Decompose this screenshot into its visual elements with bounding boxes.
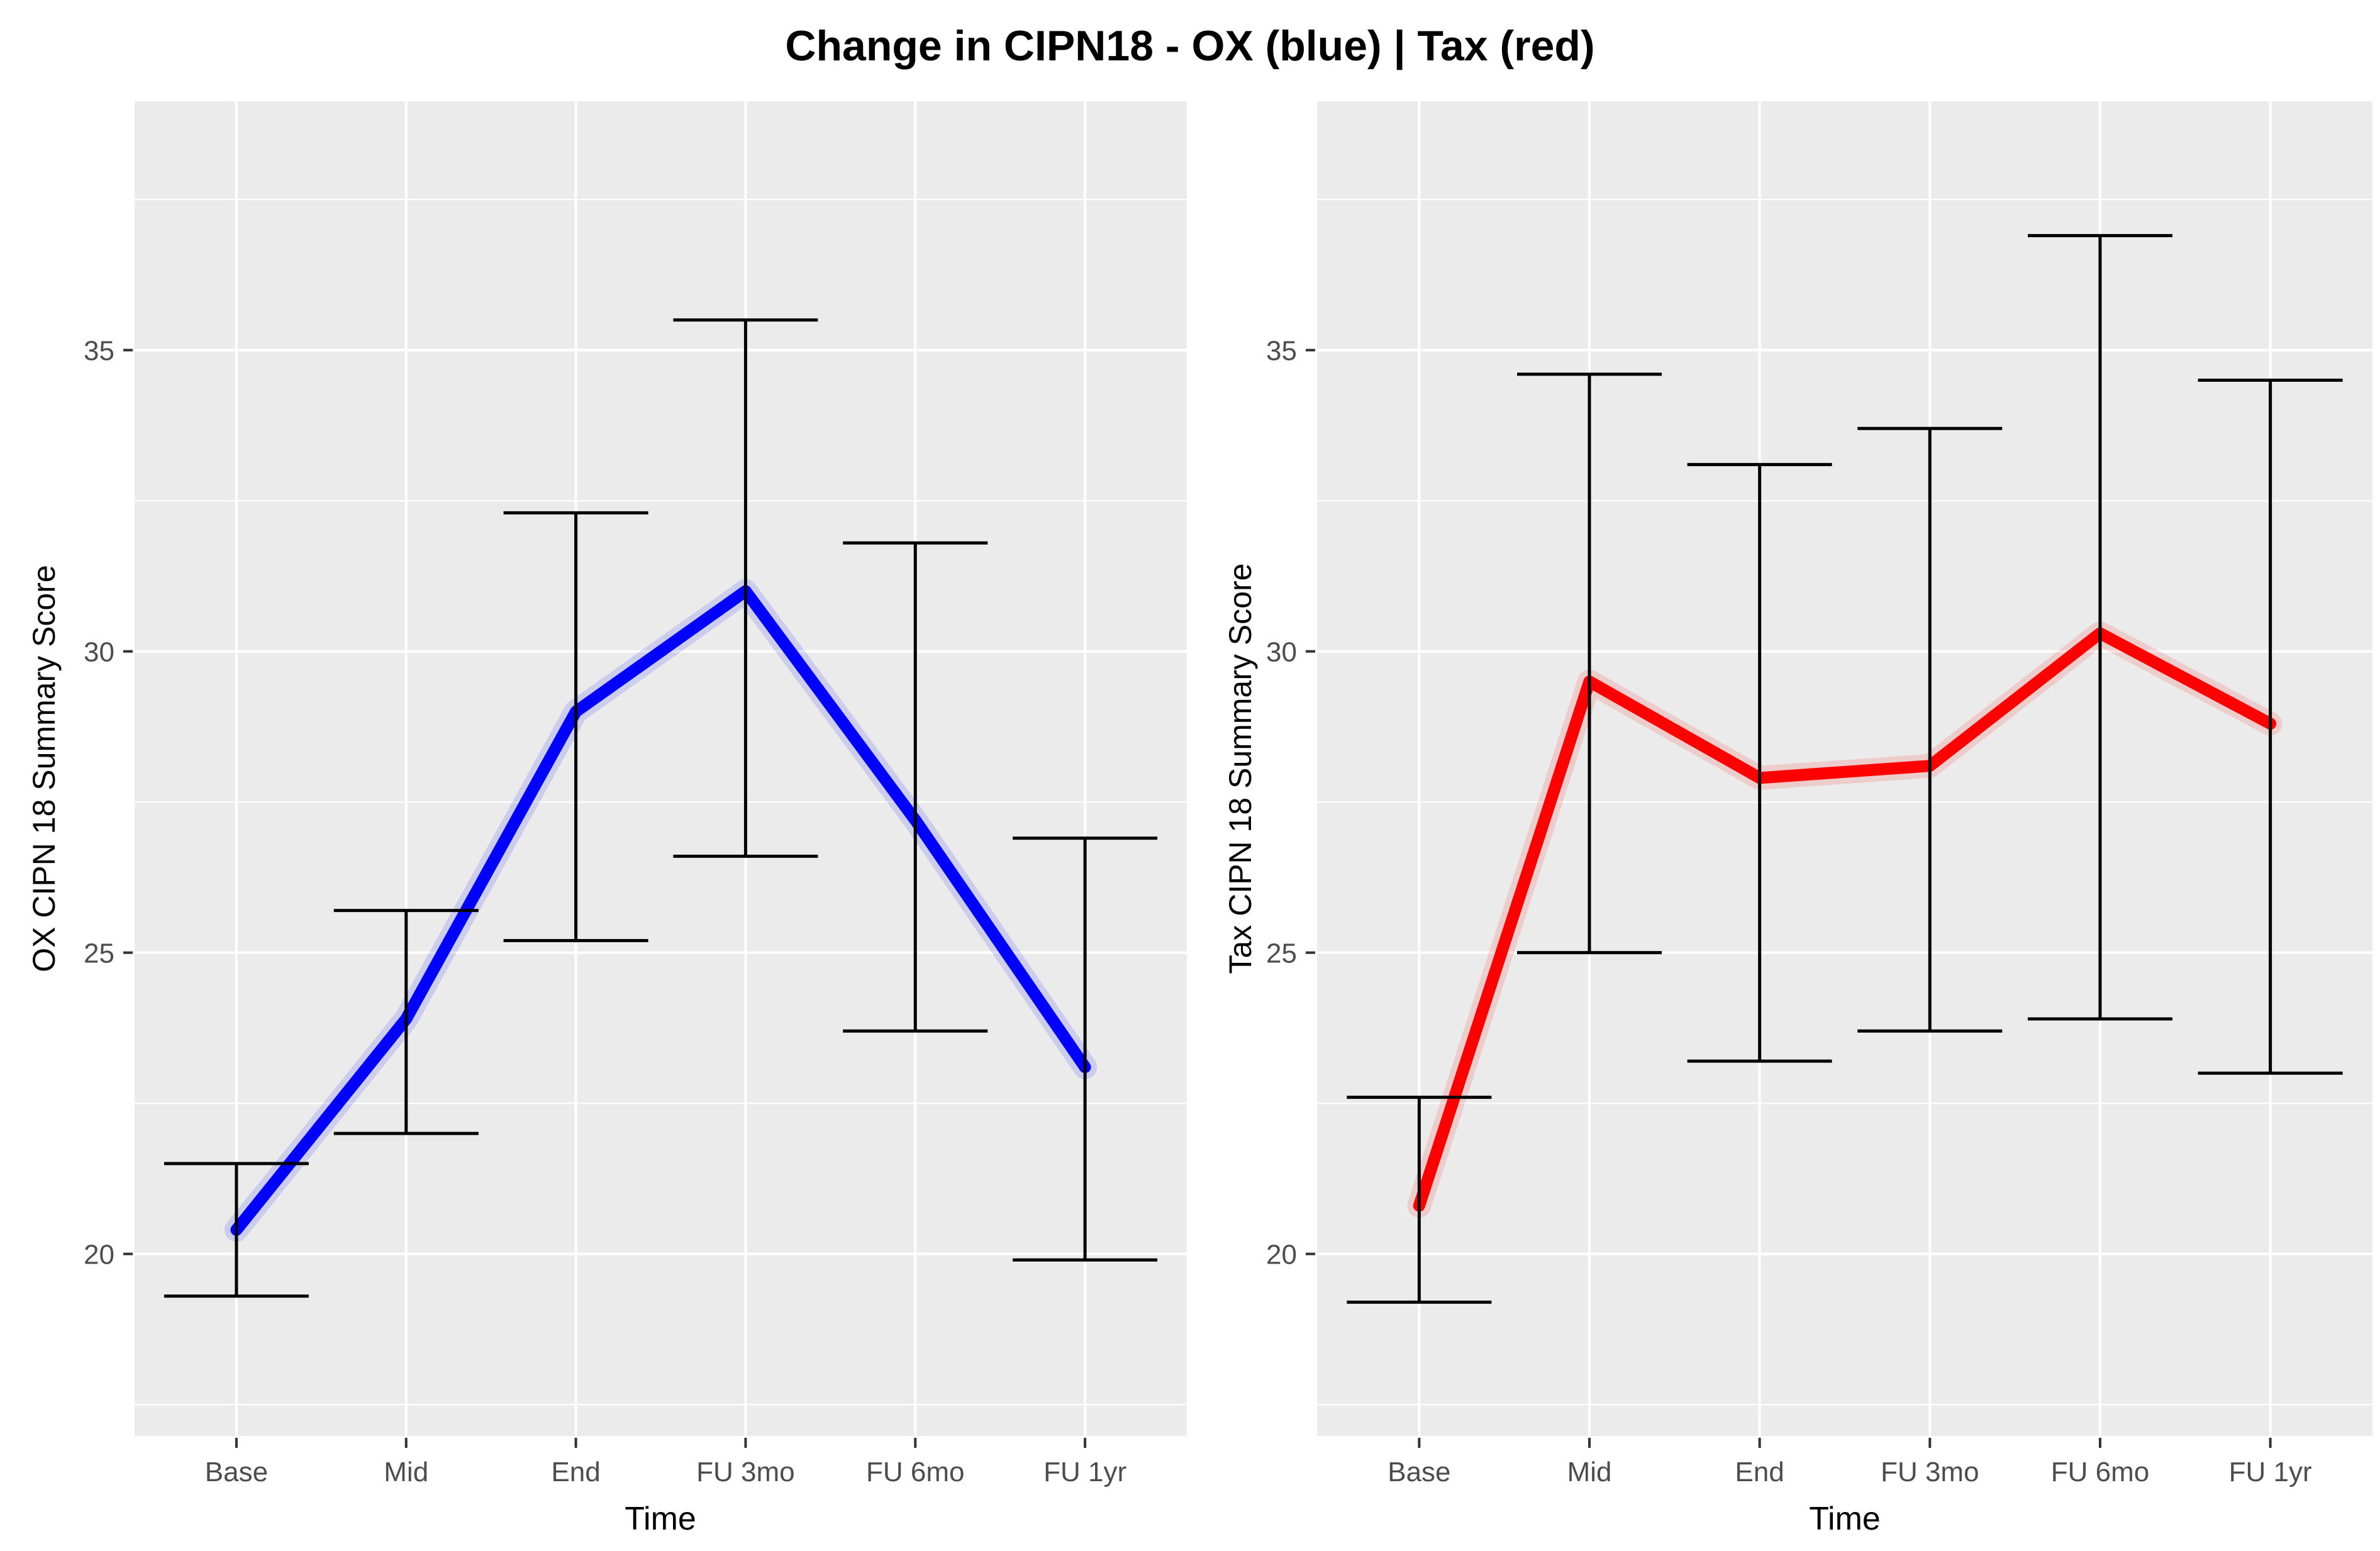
- ox-y-axis-title: OX CIPN 18 Summary Score: [26, 565, 62, 972]
- error-bars: [1347, 234, 2343, 1304]
- y-tick-label: 20: [84, 1240, 114, 1270]
- x-tick-label: End: [551, 1457, 600, 1487]
- x-axis-ticks: Base Mid End FU 3mo FU 6mo FU 1yr: [1387, 1438, 2312, 1487]
- x-tick-label: End: [1735, 1457, 1784, 1487]
- tax-x-axis-title: Time: [1809, 1501, 1881, 1537]
- tax-y-axis-title: Tax CIPN 18 Summary Score: [1223, 563, 1258, 974]
- x-tick-label: Mid: [1567, 1457, 1612, 1487]
- x-tick-label: Mid: [384, 1457, 428, 1487]
- y-tick-label: 35: [84, 336, 114, 367]
- x-tick-label: FU 3mo: [1881, 1457, 1979, 1487]
- series-line: [1413, 627, 2277, 1212]
- x-tick-label: FU 3mo: [696, 1457, 794, 1487]
- y-tick-label: 20: [1266, 1240, 1297, 1270]
- minor-gridlines: [135, 199, 1187, 1406]
- x-tick-label: FU 6mo: [866, 1457, 964, 1487]
- x-tick-label: Base: [1387, 1457, 1450, 1487]
- y-axis-ticks: 20 25 30 35: [84, 336, 133, 1270]
- tax-plot: 20 25 30 35 Base Mid End FU 3mo FU 6mo FU 1yr: [1266, 101, 2372, 1487]
- ox-plot: 20 25 30 35 Base Mid End FU 3mo FU 6mo FU 1yr: [84, 101, 1187, 1487]
- x-axis-ticks: Base Mid End FU 3mo FU 6mo FU 1yr: [205, 1438, 1126, 1487]
- x-tick-label: Base: [205, 1457, 268, 1487]
- error-bars: [164, 318, 1158, 1298]
- x-tick-label: FU 6mo: [2051, 1457, 2149, 1487]
- y-axis-ticks: 20 25 30 35: [1266, 336, 1315, 1270]
- y-tick-label: 25: [84, 938, 114, 969]
- chart-title: Change in CIPN18 - OX (blue) | Tax (red): [785, 22, 1595, 70]
- minor-gridlines: [1317, 199, 2372, 1406]
- series-line: [230, 585, 1091, 1236]
- ox-x-axis-title: Time: [625, 1501, 696, 1537]
- x-tick-label: FU 1yr: [1043, 1457, 1126, 1487]
- y-tick-label: 25: [1266, 938, 1297, 969]
- y-tick-label: 30: [84, 637, 114, 668]
- y-tick-label: 30: [1266, 637, 1297, 668]
- x-tick-label: FU 1yr: [2229, 1457, 2312, 1487]
- panel-background: [135, 101, 1187, 1436]
- y-tick-label: 35: [1266, 336, 1297, 367]
